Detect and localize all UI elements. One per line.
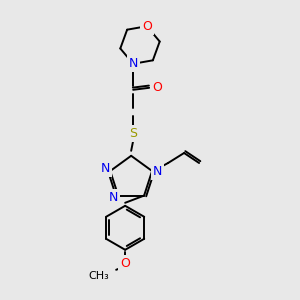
Text: N: N: [109, 191, 118, 204]
Text: S: S: [129, 127, 137, 140]
Text: O: O: [142, 20, 152, 33]
Text: N: N: [100, 163, 110, 176]
Text: N: N: [152, 166, 162, 178]
Text: N: N: [128, 57, 138, 70]
Text: O: O: [120, 257, 130, 270]
Text: O: O: [152, 81, 162, 94]
Text: CH₃: CH₃: [88, 271, 109, 281]
